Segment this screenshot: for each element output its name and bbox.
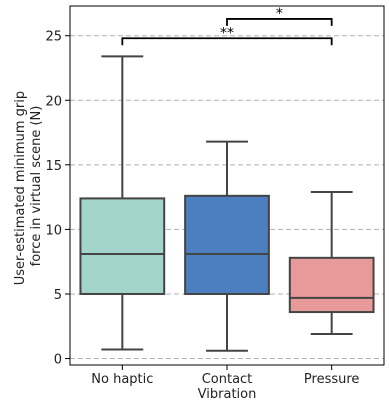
x-tick-label-line: Vibration (198, 387, 257, 402)
bracket-line (226, 18, 333, 26)
box-iqr (79, 197, 166, 295)
y-axis-label: User-estimated minimum grip force in vir… (13, 87, 44, 286)
y-tick-label: 20 (45, 94, 62, 109)
significance-brackets: *** (121, 6, 333, 46)
significance-bracket-1: * (226, 6, 333, 26)
x-tick-label: Pressure (304, 372, 360, 387)
significance-bracket-0: ** (121, 25, 333, 46)
box-1 (184, 140, 270, 352)
y-tick-label: 5 (54, 288, 62, 303)
box-0 (79, 55, 166, 351)
x-tick-label-line: Contact (202, 372, 253, 387)
y-axis-label-line-1: User-estimated minimum grip (13, 91, 28, 285)
box-iqr (288, 256, 375, 314)
x-tick-label-line: No haptic (91, 372, 153, 387)
bracket-line (121, 37, 333, 46)
x-tick-label: Contact Vibration (198, 372, 257, 402)
y-tick-label: 0 (54, 353, 62, 368)
significance-label: * (276, 6, 283, 22)
boxes (79, 55, 375, 352)
significance-label: ** (220, 25, 234, 41)
y-tick-label: 10 (45, 223, 62, 238)
y-tick-label: 15 (45, 159, 62, 174)
y-ticks: 0 5 10 15 20 25 (45, 30, 70, 368)
y-axis-label-line-2: force in virtual scene (N) (29, 106, 44, 267)
y-tick-label: 25 (45, 30, 62, 45)
x-tick-label-line: Pressure (304, 372, 360, 387)
box-iqr (184, 194, 270, 295)
box-2 (288, 190, 375, 336)
x-tick-label: No haptic (91, 372, 153, 387)
x-ticks: No haptic Contact Vibration Pressure (91, 365, 359, 402)
